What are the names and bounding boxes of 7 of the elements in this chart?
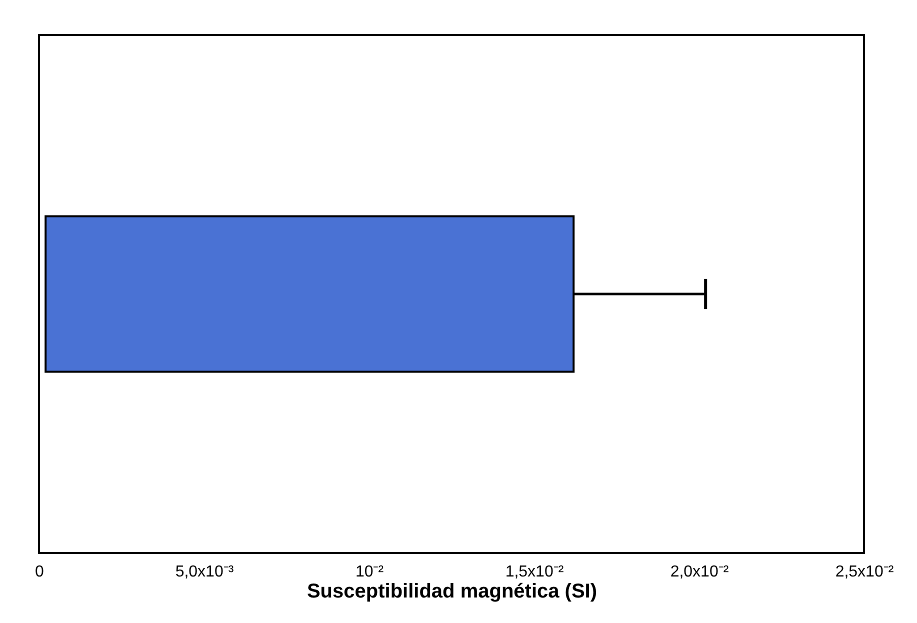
x-tick-label: 1,5x10⁻²	[505, 564, 564, 580]
x-tick-label: 0	[35, 564, 44, 580]
x-axis-title: Susceptibilidad magnética (SI)	[306, 580, 598, 602]
x-tick-label: 5,0x10⁻³	[175, 564, 234, 580]
x-tick-label: 10⁻²	[355, 564, 384, 580]
x-tick-label: 2,5x10⁻²	[835, 564, 894, 580]
x-tick-label: 2,0x10⁻²	[670, 564, 730, 580]
